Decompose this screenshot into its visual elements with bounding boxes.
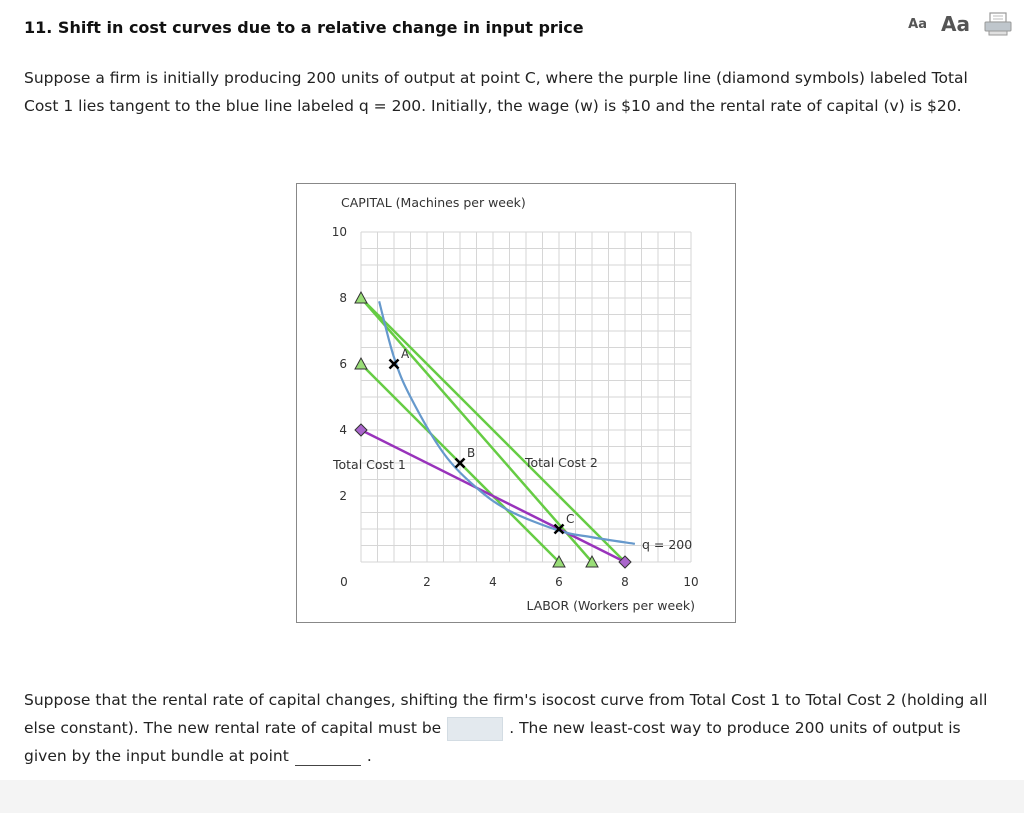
diamond-marker (354, 423, 368, 437)
point-marker-stroke (454, 457, 466, 469)
page-title: 11. Shift in cost curves due to a relati… (24, 18, 584, 37)
triangle-marker (552, 554, 566, 568)
x-axis-label: LABOR (Workers per week) (526, 598, 695, 613)
question-part3: . (366, 747, 372, 765)
point-marker-stroke (553, 523, 565, 535)
y-tick-label: 10 (332, 225, 347, 239)
total-cost-2-label: Total Cost 2 (524, 455, 598, 470)
green-isocost-line (360, 297, 593, 563)
cost-curve-chart: CAPITAL (Machines per week) LABOR (Worker… (332, 195, 699, 613)
point-label-a: A (401, 347, 410, 361)
intro-paragraph: Suppose a firm is initially producing 20… (24, 69, 968, 115)
isoquant-label: q = 200 (642, 537, 692, 552)
y-tick-label: 4 (339, 423, 347, 437)
print-icon[interactable] (984, 12, 1012, 36)
font-controls: Aa Aa (908, 12, 1012, 36)
total-cost-1-label: Total Cost 1 (332, 457, 406, 472)
question-part1: Suppose that the rental rate of capital … (24, 691, 988, 737)
diamond-marker (618, 555, 632, 569)
isoquant-curve (378, 301, 636, 545)
x-tick-label: 2 (423, 575, 431, 589)
y-tick-label: 8 (339, 291, 347, 305)
point-b (454, 457, 466, 469)
x-tick-label: 4 (489, 575, 497, 589)
x-tick-label: 8 (621, 575, 629, 589)
x-tick-label: 6 (555, 575, 563, 589)
question-paragraph: Suppose that the rental rate of capital … (24, 686, 999, 770)
font-large-button[interactable]: Aa (941, 12, 970, 36)
x-tick-label: 10 (683, 575, 698, 589)
green-isocost-line (360, 297, 626, 563)
chart-frame: CAPITAL (Machines per week) LABOR (Worker… (296, 183, 736, 623)
x-tick-label: 0 (340, 575, 348, 589)
point-a (388, 358, 400, 370)
triangle-marker (354, 356, 368, 370)
triangle-marker (585, 554, 599, 568)
triangle-marker (354, 290, 368, 304)
point-dropdown[interactable] (294, 747, 361, 766)
total-cost-1-line (360, 428, 626, 564)
y-tick-label: 6 (339, 357, 347, 371)
point-c (553, 523, 565, 535)
footer-bar (0, 780, 1024, 813)
y-tick-label: 2 (339, 489, 347, 503)
y-axis-label: CAPITAL (Machines per week) (341, 195, 526, 210)
rental-rate-input[interactable] (447, 716, 504, 741)
font-small-button[interactable]: Aa (908, 16, 928, 32)
point-label-b: B (467, 446, 475, 460)
point-label-c: C (566, 512, 574, 526)
question-part2: . The new least-cost way to produce 200 … (24, 719, 961, 765)
point-marker-stroke (388, 358, 400, 370)
